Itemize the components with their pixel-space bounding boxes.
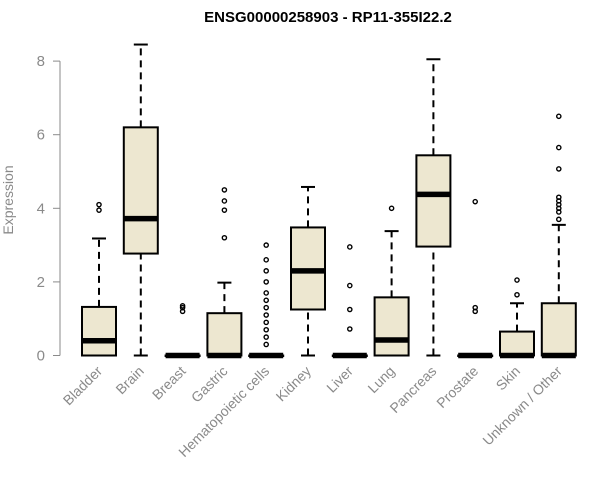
box-iqr bbox=[81, 305, 117, 357]
box-skin bbox=[499, 277, 535, 359]
box-unknown-other bbox=[540, 113, 577, 359]
outlier-point bbox=[221, 207, 228, 213]
x-tick-label: Breast bbox=[149, 363, 189, 403]
plot-area bbox=[81, 43, 577, 359]
outlier-point bbox=[263, 257, 270, 263]
y-axis-label: Expression bbox=[0, 165, 16, 234]
box-iqr bbox=[373, 296, 410, 357]
outlier-point bbox=[388, 205, 395, 212]
box-iqr bbox=[499, 330, 535, 357]
outlier-point bbox=[221, 234, 228, 241]
box-liver bbox=[331, 244, 368, 359]
x-tick-label: Skin bbox=[493, 363, 524, 394]
outlier-point bbox=[96, 201, 102, 208]
y-axis: 0 2 4 6 8 bbox=[37, 53, 61, 365]
y-tick-label: 2 bbox=[37, 274, 45, 291]
x-tick-label: Liver bbox=[323, 363, 356, 396]
outlier-point bbox=[221, 198, 228, 204]
outlier-point bbox=[263, 319, 270, 326]
outlier-point bbox=[179, 303, 186, 309]
box-gastric bbox=[206, 187, 243, 359]
box-iqr bbox=[415, 154, 452, 248]
box-bladder bbox=[81, 201, 117, 357]
y-tick-label: 0 bbox=[37, 348, 45, 365]
x-tick-label: Prostate bbox=[433, 363, 481, 411]
box-lung bbox=[373, 205, 410, 357]
outlier-point bbox=[263, 279, 270, 285]
box-iqr bbox=[206, 312, 243, 357]
x-tick-label: Unknown / Other bbox=[479, 363, 565, 449]
x-tick-label: Kidney bbox=[273, 363, 315, 405]
outlier-point bbox=[556, 113, 562, 120]
box-iqr bbox=[122, 126, 159, 255]
outlier-point bbox=[96, 207, 102, 213]
outlier-point bbox=[556, 166, 562, 172]
outlier-point bbox=[346, 326, 353, 332]
box-brain bbox=[122, 43, 159, 357]
outlier-point bbox=[556, 216, 562, 223]
outlier-point bbox=[263, 334, 270, 340]
outlier-point bbox=[346, 306, 353, 313]
chart-title: ENSG00000258903 - RP11-355I22.2 bbox=[204, 9, 452, 26]
outlier-point bbox=[263, 312, 270, 318]
outlier-point bbox=[263, 297, 270, 304]
x-tick-label: Lung bbox=[364, 363, 397, 396]
x-tick-label: Bladder bbox=[60, 363, 106, 409]
outlier-point bbox=[346, 282, 353, 289]
x-tick-label: Brain bbox=[112, 363, 146, 397]
box-hematopoietic-cells bbox=[248, 242, 285, 359]
outlier-point bbox=[263, 268, 270, 274]
box-breast bbox=[164, 303, 201, 359]
outlier-point bbox=[263, 304, 270, 311]
outlier-point bbox=[263, 326, 270, 333]
outlier-point bbox=[346, 244, 353, 250]
y-tick-label: 4 bbox=[37, 200, 45, 217]
outlier-point bbox=[556, 194, 562, 201]
box-pancreas bbox=[415, 58, 452, 357]
outlier-point bbox=[263, 290, 270, 296]
outlier-point bbox=[263, 341, 270, 348]
box-prostate bbox=[457, 198, 494, 359]
box-iqr bbox=[540, 302, 577, 357]
outlier-point bbox=[514, 277, 520, 283]
outlier-point bbox=[472, 304, 479, 311]
outlier-point bbox=[556, 144, 562, 151]
outlier-point bbox=[472, 198, 479, 205]
outlier-point bbox=[263, 242, 270, 248]
box-kidney bbox=[290, 185, 326, 357]
outlier-point bbox=[514, 291, 520, 298]
outlier-point bbox=[221, 187, 228, 193]
y-tick-label: 8 bbox=[37, 53, 45, 70]
y-tick-label: 6 bbox=[37, 127, 45, 144]
